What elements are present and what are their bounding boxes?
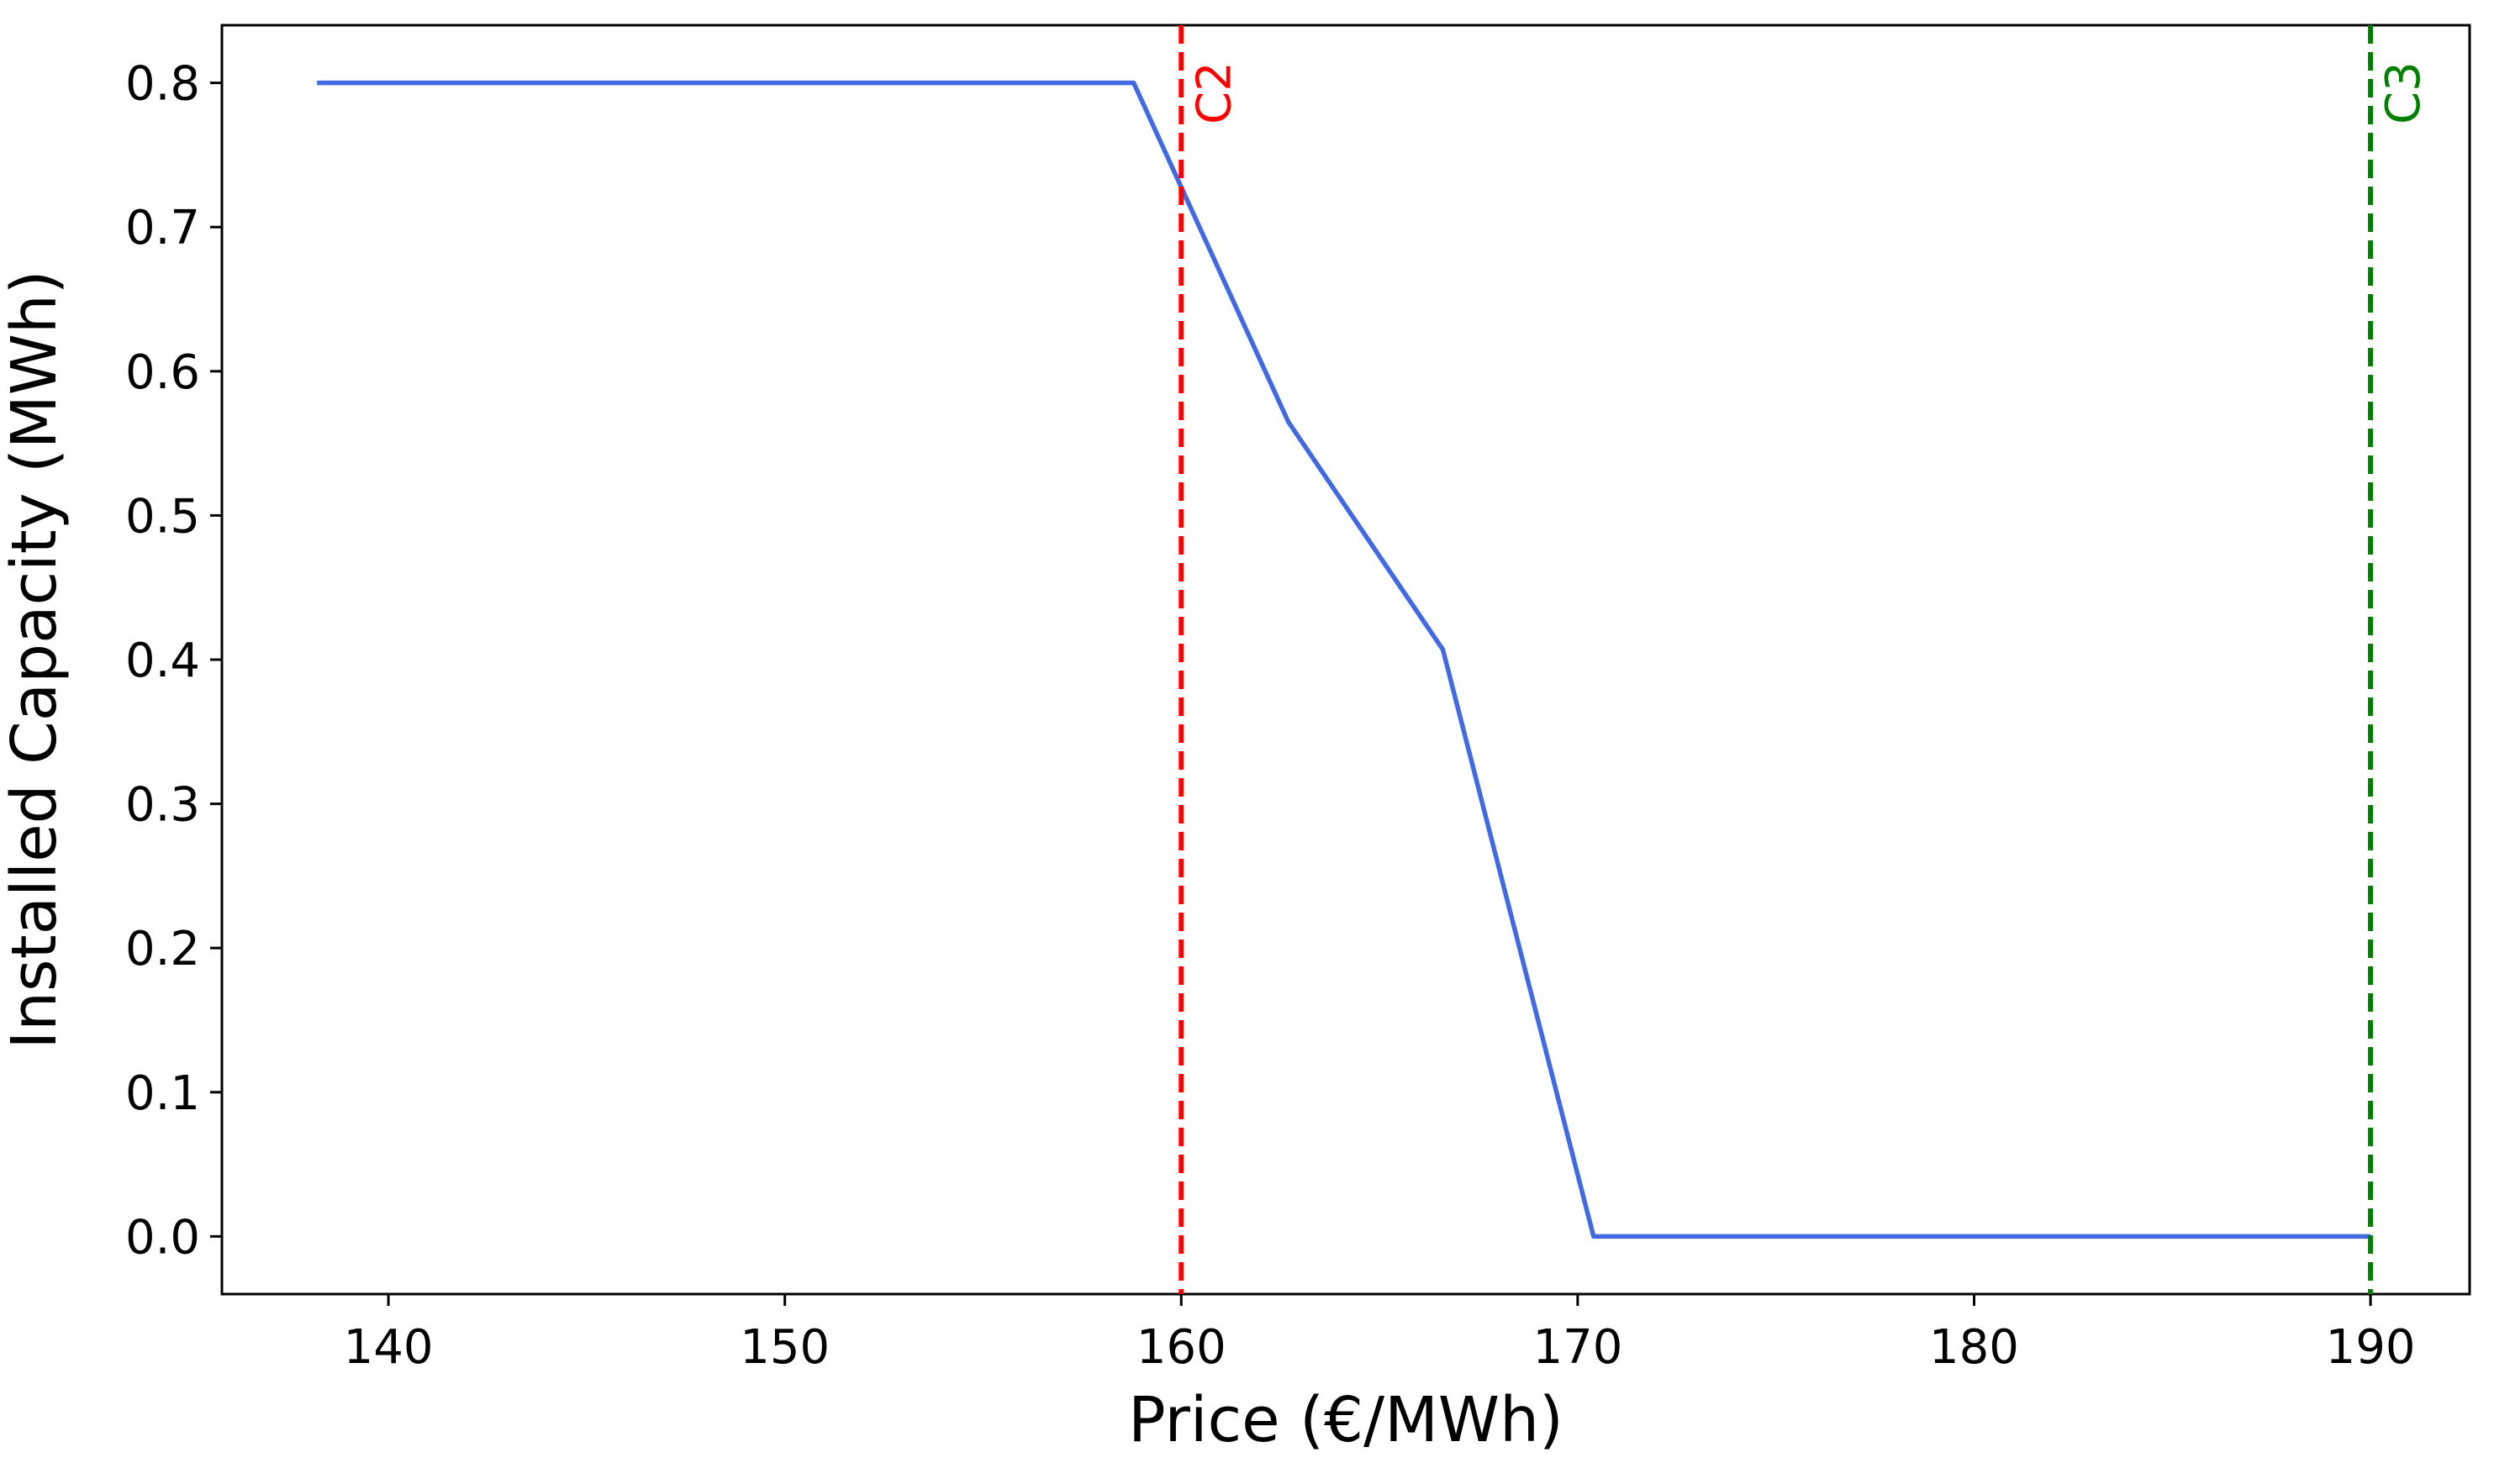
vertical-lines: C2 C3	[1178, 25, 2431, 1294]
y-tick-label: 0.3	[125, 778, 200, 833]
vline-label-c2: C2	[1187, 61, 1242, 124]
y-tick-label: 0.1	[125, 1066, 200, 1121]
y-axis-title: Installed Capacity (MWh)	[0, 270, 71, 1049]
y-axis-ticks: 0.0 0.1 0.2 0.3 0.4 0.5 0.6 0.7 0.8	[125, 57, 222, 1265]
vline-label-c3: C3	[2376, 61, 2431, 124]
x-axis-ticks: 140 150 160 170 180 190	[344, 1294, 2416, 1375]
x-tick-label: 140	[344, 1320, 434, 1375]
y-tick-label: 0.5	[125, 489, 200, 544]
series-line-0	[317, 80, 2371, 1239]
y-tick-label: 0.8	[125, 57, 200, 112]
x-tick-label: 160	[1136, 1320, 1226, 1375]
plot-area	[220, 24, 2471, 1296]
x-tick-label: 150	[740, 1320, 830, 1375]
x-axis-title: Price (€/MWh)	[1128, 1384, 1563, 1456]
y-tick-label: 0.7	[125, 201, 200, 255]
x-tick-label: 170	[1532, 1320, 1622, 1375]
y-tick-label: 0.4	[125, 634, 200, 688]
y-tick-label: 0.2	[125, 922, 200, 976]
y-tick-label: 0.6	[125, 345, 200, 400]
x-tick-label: 180	[1929, 1320, 2019, 1375]
y-tick-label: 0.0	[125, 1210, 200, 1265]
x-tick-label: 190	[2326, 1320, 2416, 1375]
series-layer	[317, 80, 2371, 1239]
